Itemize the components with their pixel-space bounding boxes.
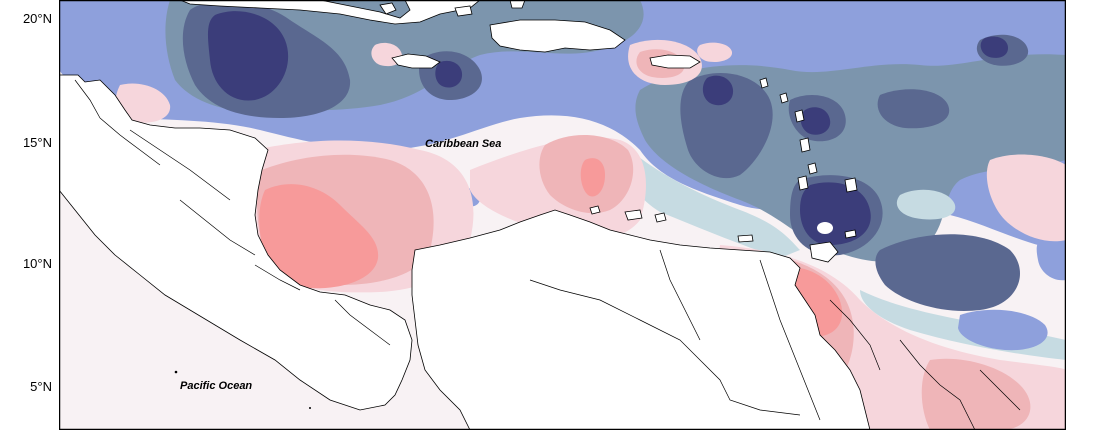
land-antilles-5 bbox=[807, 162, 818, 175]
field-periwinkle-e bbox=[1036, 238, 1066, 281]
land-central-america bbox=[59, 74, 413, 411]
field-deep-5 bbox=[435, 60, 463, 88]
field-pale-blue-1 bbox=[620, 150, 800, 258]
land-tobago bbox=[844, 229, 857, 239]
field-slate-east bbox=[680, 72, 773, 179]
land-curacao bbox=[624, 209, 643, 221]
land-antilles-4 bbox=[799, 137, 811, 153]
field-pink-pr bbox=[697, 42, 733, 62]
pacific-ocean-label: Pacific Ocean bbox=[180, 380, 252, 392]
land-bonaire bbox=[654, 212, 667, 223]
land-south-america bbox=[411, 209, 871, 430]
field-deep-3 bbox=[800, 107, 831, 135]
land-antilles-1 bbox=[759, 77, 769, 89]
field-pink-northwest bbox=[115, 83, 171, 123]
land-antilles-6 bbox=[797, 175, 809, 191]
lat-tick-20n: 20°N bbox=[22, 11, 52, 26]
land-hispaniola bbox=[489, 19, 626, 53]
map-canvas: Caribbean Sea Pacific Ocean bbox=[59, 0, 1066, 430]
field-salmon-central bbox=[580, 158, 605, 197]
land-pacific-dot bbox=[309, 407, 311, 409]
field-light-red-se2 bbox=[921, 358, 1031, 430]
field-salmon-west bbox=[259, 184, 379, 289]
lat-tick-5n: 5°N bbox=[30, 379, 52, 394]
land-antilles-2 bbox=[779, 92, 789, 104]
country-borders bbox=[74, 79, 1021, 430]
field-deep-6 bbox=[980, 36, 1008, 58]
caribbean-sea-label: Caribbean Sea bbox=[425, 138, 501, 150]
field-slate-east3 bbox=[877, 89, 950, 129]
field-slate-se bbox=[875, 234, 1020, 311]
field-white-spot bbox=[817, 222, 833, 234]
field-pink-e2 bbox=[986, 154, 1066, 242]
field-periwinkle-se bbox=[958, 309, 1048, 351]
land-jamaica bbox=[391, 53, 441, 69]
field-pale-blue-2 bbox=[896, 189, 956, 220]
lat-tick-15n: 15°N bbox=[22, 135, 52, 150]
lat-tick-10n: 10°N bbox=[22, 256, 52, 271]
land-layer bbox=[59, 0, 871, 430]
field-deep-1 bbox=[207, 11, 289, 101]
land-cuba bbox=[179, 0, 481, 25]
land-cocos-island bbox=[174, 370, 178, 374]
land-aruba bbox=[589, 205, 601, 215]
land-antilles-7 bbox=[844, 177, 858, 193]
field-deep-2 bbox=[702, 75, 734, 106]
land-puerto-rico bbox=[649, 54, 701, 69]
land-antilles-3 bbox=[794, 109, 805, 123]
land-margarita bbox=[737, 234, 754, 243]
land-trinidad bbox=[809, 241, 839, 263]
land-islands-north bbox=[379, 0, 526, 17]
